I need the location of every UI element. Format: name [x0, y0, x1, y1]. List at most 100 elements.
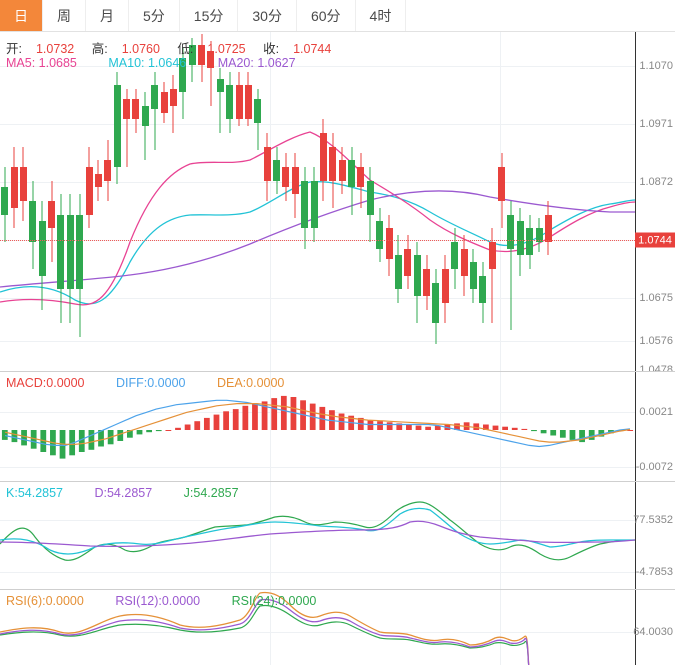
- macd-bar-29[interactable]: [281, 396, 287, 430]
- macd-bar-47[interactable]: [454, 423, 460, 430]
- candle-22[interactable]: [207, 32, 214, 371]
- macd-bar-13[interactable]: [127, 430, 133, 438]
- candle-14[interactable]: [132, 32, 139, 371]
- candle-10[interactable]: [95, 32, 102, 371]
- macd-bar-30[interactable]: [291, 397, 297, 430]
- macd-bar-28[interactable]: [271, 398, 277, 430]
- macd-bar-31[interactable]: [300, 400, 306, 430]
- candle-11[interactable]: [104, 32, 111, 371]
- macd-bar-39[interactable]: [377, 421, 383, 430]
- tab-15min[interactable]: 15分: [180, 0, 239, 31]
- macd-bar-59[interactable]: [570, 430, 576, 440]
- macd-bar-19[interactable]: [185, 425, 191, 431]
- macd-bar-12[interactable]: [117, 430, 123, 441]
- macd-bar-64[interactable]: [618, 430, 624, 431]
- macd-bar-43[interactable]: [416, 426, 422, 430]
- candle-58[interactable]: [545, 32, 552, 371]
- macd-bar-41[interactable]: [396, 423, 402, 430]
- macd-bar-6[interactable]: [60, 430, 66, 459]
- macd-bar-44[interactable]: [425, 427, 431, 430]
- candle-29[interactable]: [273, 32, 280, 371]
- macd-bar-46[interactable]: [445, 425, 451, 431]
- rsi-panel[interactable]: RSI(6):0.0000 RSI(12):0.0000 RSI(24):0.0…: [0, 590, 675, 665]
- candle-33[interactable]: [311, 32, 318, 371]
- macd-bar-27[interactable]: [262, 401, 268, 430]
- macd-bar-10[interactable]: [98, 430, 104, 447]
- macd-bar-21[interactable]: [204, 418, 210, 430]
- tab-month[interactable]: 月: [86, 0, 129, 31]
- macd-bar-8[interactable]: [79, 430, 85, 452]
- candle-26[interactable]: [245, 32, 252, 371]
- macd-bar-3[interactable]: [31, 430, 37, 449]
- candle-38[interactable]: [357, 32, 364, 371]
- macd-bar-34[interactable]: [329, 410, 335, 430]
- candle-53[interactable]: [498, 32, 505, 371]
- macd-bar-17[interactable]: [165, 430, 171, 431]
- tab-60min[interactable]: 60分: [297, 0, 356, 31]
- macd-bar-50[interactable]: [483, 425, 489, 431]
- candle-55[interactable]: [517, 32, 524, 371]
- macd-bar-63[interactable]: [608, 430, 614, 433]
- candle-30[interactable]: [282, 32, 289, 371]
- candle-49[interactable]: [461, 32, 468, 371]
- candle-32[interactable]: [301, 32, 308, 371]
- candle-2[interactable]: [20, 32, 27, 371]
- candle-27[interactable]: [254, 32, 261, 371]
- candle-45[interactable]: [423, 32, 430, 371]
- candle-50[interactable]: [470, 32, 477, 371]
- macd-bar-58[interactable]: [560, 430, 566, 438]
- kdj-panel[interactable]: K:54.2857 D:54.2857 J:54.2857 77.5352 -4…: [0, 482, 675, 590]
- macd-bar-40[interactable]: [387, 422, 393, 430]
- candle-20[interactable]: [189, 32, 196, 371]
- macd-bar-42[interactable]: [406, 425, 412, 431]
- candle-56[interactable]: [526, 32, 533, 371]
- macd-bar-15[interactable]: [146, 430, 152, 432]
- candle-52[interactable]: [489, 32, 496, 371]
- candlestick-series[interactable]: [0, 32, 635, 371]
- candle-44[interactable]: [414, 32, 421, 371]
- candle-31[interactable]: [292, 32, 299, 371]
- macd-bar-54[interactable]: [521, 429, 527, 430]
- tab-4hour[interactable]: 4时: [356, 0, 407, 31]
- tab-week[interactable]: 周: [43, 0, 86, 31]
- macd-bar-32[interactable]: [310, 404, 316, 430]
- candle-46[interactable]: [432, 32, 439, 371]
- candle-19[interactable]: [179, 32, 186, 371]
- candle-48[interactable]: [451, 32, 458, 371]
- candle-40[interactable]: [376, 32, 383, 371]
- candle-16[interactable]: [151, 32, 158, 371]
- candle-24[interactable]: [226, 32, 233, 371]
- macd-bar-14[interactable]: [137, 430, 143, 434]
- macd-bar-16[interactable]: [156, 430, 162, 431]
- tab-30min[interactable]: 30分: [238, 0, 297, 31]
- macd-bar-11[interactable]: [108, 430, 114, 444]
- macd-bar-24[interactable]: [233, 409, 239, 430]
- candle-3[interactable]: [29, 32, 36, 371]
- candle-0[interactable]: [1, 32, 8, 371]
- macd-bar-23[interactable]: [223, 411, 229, 430]
- macd-bar-49[interactable]: [473, 423, 479, 430]
- candle-42[interactable]: [395, 32, 402, 371]
- macd-bar-18[interactable]: [175, 428, 181, 430]
- macd-bar-52[interactable]: [502, 427, 508, 430]
- candle-57[interactable]: [536, 32, 543, 371]
- macd-bar-20[interactable]: [194, 421, 200, 430]
- candle-37[interactable]: [348, 32, 355, 371]
- candle-34[interactable]: [320, 32, 327, 371]
- macd-bar-35[interactable]: [339, 414, 345, 431]
- macd-bar-61[interactable]: [589, 430, 595, 440]
- macd-bar-48[interactable]: [464, 422, 470, 430]
- macd-bar-9[interactable]: [89, 430, 95, 450]
- macd-bar-25[interactable]: [242, 406, 248, 430]
- candle-41[interactable]: [386, 32, 393, 371]
- candle-21[interactable]: [198, 32, 205, 371]
- candle-1[interactable]: [11, 32, 18, 371]
- macd-bar-51[interactable]: [493, 426, 499, 430]
- macd-bar-36[interactable]: [348, 416, 354, 430]
- macd-bar-37[interactable]: [358, 418, 364, 430]
- candle-25[interactable]: [236, 32, 243, 371]
- tab-day[interactable]: 日: [0, 0, 43, 31]
- macd-bar-5[interactable]: [50, 430, 56, 455]
- candle-35[interactable]: [329, 32, 336, 371]
- macd-bar-0[interactable]: [2, 430, 8, 440]
